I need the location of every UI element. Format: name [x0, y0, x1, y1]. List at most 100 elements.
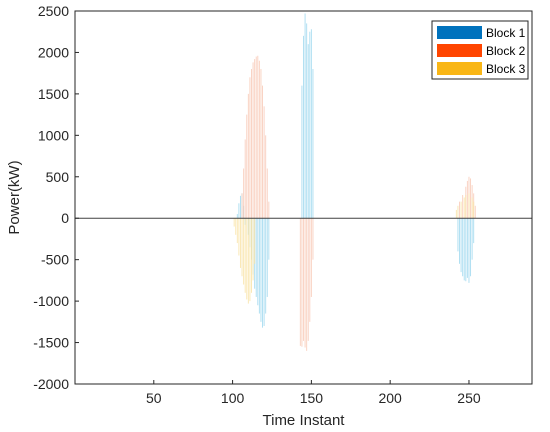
bar-block-3 — [244, 218, 246, 293]
bar-block-2 — [262, 85, 264, 219]
bar-block-1 — [268, 218, 270, 260]
bar-block-3 — [239, 218, 241, 268]
y-tick-label: -2000 — [33, 376, 69, 392]
legend-swatch — [437, 62, 482, 75]
bar-block-1 — [470, 218, 472, 277]
bar-block-2 — [470, 178, 472, 219]
y-tick-label: 2500 — [38, 3, 69, 19]
x-tick-label: 150 — [300, 390, 324, 406]
bar-block-2 — [249, 77, 251, 219]
bar-block-2 — [304, 218, 306, 348]
bar-block-3 — [246, 218, 248, 300]
bar-block-3 — [236, 218, 238, 244]
bar-block-3 — [251, 218, 252, 293]
bar-block-3 — [233, 218, 235, 227]
x-tick-label: 50 — [146, 390, 162, 406]
bar-block-1 — [236, 214, 238, 219]
bar-block-2 — [312, 218, 314, 260]
bar-block-1 — [471, 218, 473, 260]
bar-block-2 — [243, 168, 245, 219]
bar-block-2 — [246, 114, 248, 219]
x-tick-label: 100 — [221, 390, 245, 406]
bar-block-1 — [265, 218, 267, 314]
bar-block-1 — [473, 218, 475, 244]
bar-block-1 — [263, 218, 265, 326]
x-tick-label: 200 — [378, 390, 402, 406]
bar-block-1 — [310, 29, 312, 219]
bar-block-3 — [241, 218, 243, 277]
bar-block-3 — [473, 201, 475, 219]
bar-block-1 — [260, 218, 262, 322]
y-tick-label: 1500 — [38, 86, 69, 102]
bar-block-2 — [255, 56, 257, 219]
bar-block-3 — [254, 218, 256, 264]
bar-block-1 — [312, 69, 314, 219]
y-axis-label: Power(kW) — [6, 160, 23, 234]
bar-block-1 — [306, 23, 308, 219]
bar-block-3 — [460, 201, 462, 219]
bar-block-2 — [299, 218, 301, 346]
bar-block-2 — [306, 218, 308, 351]
bar-block-3 — [252, 218, 254, 281]
x-axis-label: Time Instant — [263, 412, 346, 429]
bar-block-2 — [252, 62, 254, 219]
bar-block-2 — [254, 59, 256, 219]
bar-block-1 — [462, 218, 464, 277]
x-tick-label: 250 — [457, 390, 481, 406]
bar-block-2 — [241, 193, 243, 219]
x-axis: 50 100 150 200 250 — [146, 380, 481, 406]
bar-block-2 — [266, 168, 268, 219]
bar-block-3 — [243, 218, 245, 285]
bar-block-2 — [268, 201, 270, 219]
y-tick-label: 1000 — [38, 127, 69, 143]
legend: Block 1 Block 2 Block 3 — [431, 20, 529, 80]
bar-block-1 — [468, 218, 470, 283]
bar-block-3 — [457, 205, 459, 219]
bar-block-3 — [468, 193, 470, 219]
y-tick-label: 2000 — [38, 44, 69, 60]
bar-block-1 — [304, 13, 306, 219]
legend-label: Block 2 — [486, 44, 526, 58]
bar-block-2 — [462, 195, 464, 219]
bar-block-1 — [460, 218, 462, 273]
legend-swatch — [437, 26, 482, 39]
bar-block-3 — [463, 197, 465, 219]
bar-block-2 — [258, 60, 260, 219]
bar-block-1 — [307, 44, 309, 219]
bar-block-2 — [251, 69, 252, 219]
bar-block-1 — [266, 218, 268, 297]
y-tick-label: 0 — [61, 210, 69, 226]
y-axis: -2000 -1500 -1000 -500 0 500 1000 1500 2000 2500 — [33, 3, 79, 392]
bar-block-3 — [455, 209, 457, 219]
bar-block-1 — [258, 218, 260, 314]
bar-block-1 — [303, 35, 304, 219]
bar-block-1 — [238, 203, 240, 219]
bar-block-2 — [474, 205, 476, 219]
y-tick-label: -500 — [41, 252, 69, 268]
bar-block-1 — [466, 218, 468, 278]
bar-block-2 — [301, 218, 303, 347]
bar-block-3 — [238, 218, 240, 256]
bar-block-2 — [244, 139, 246, 219]
bar-block-1 — [309, 31, 311, 219]
bar-block-1 — [257, 218, 259, 306]
bars-layer — [233, 13, 476, 351]
bar-block-1 — [255, 218, 257, 297]
bar-block-2 — [466, 180, 468, 219]
bar-block-2 — [257, 55, 259, 219]
legend-swatch — [437, 44, 482, 57]
y-tick-label: -1500 — [33, 335, 69, 351]
bar-block-1 — [457, 218, 459, 252]
bar-block-1 — [463, 218, 465, 281]
y-tick-label: 500 — [46, 169, 70, 185]
bar-block-1 — [301, 85, 303, 219]
legend-label: Block 1 — [486, 26, 526, 40]
bar-block-2 — [310, 218, 312, 297]
bar-block-2 — [459, 201, 460, 219]
y-tick-label: -1000 — [33, 293, 69, 309]
bar-block-3 — [235, 218, 237, 235]
bar-block-2 — [260, 69, 262, 219]
bar-block-1 — [239, 195, 241, 219]
bar-block-3 — [465, 195, 467, 219]
